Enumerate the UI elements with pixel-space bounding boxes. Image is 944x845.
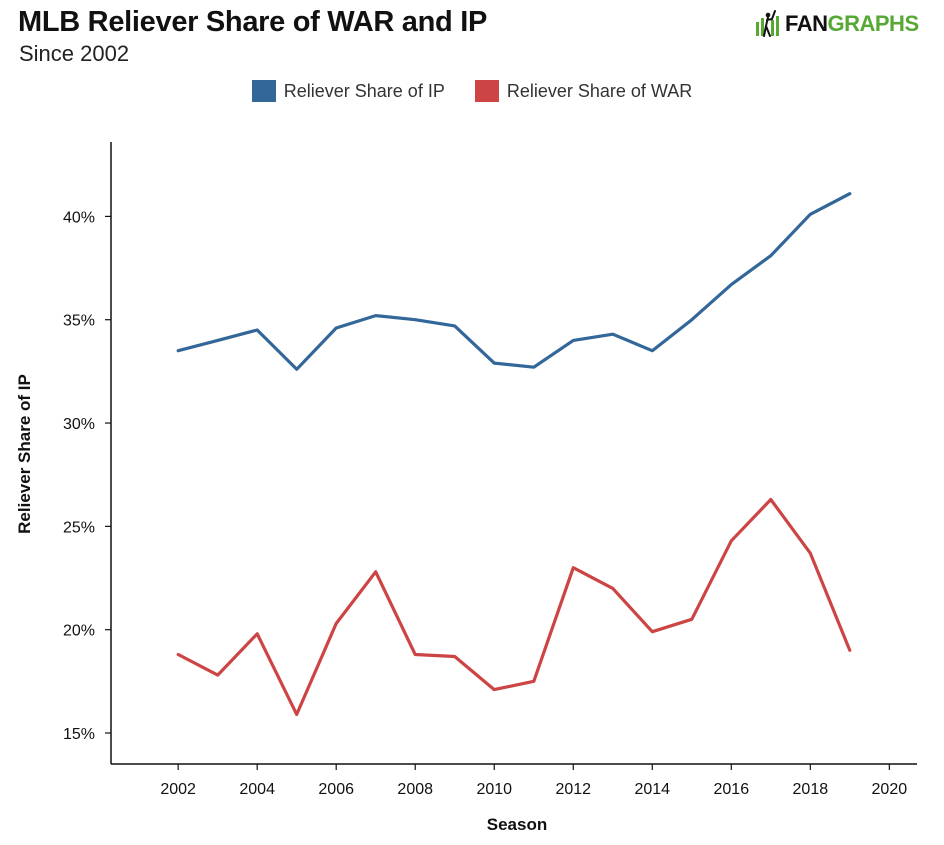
y-tick-label: 35% (63, 313, 95, 330)
series-line-0 (176, 192, 852, 371)
x-tick-label: 2012 (555, 781, 591, 798)
fangraphs-batter-icon (756, 10, 779, 37)
legend-item-war: Reliever Share of WAR (474, 80, 693, 102)
chart-legend: Reliever Share of IP Reliever Share of W… (0, 80, 944, 102)
x-tick-label: 2016 (714, 781, 750, 798)
legend-item-ip: Reliever Share of IP (251, 80, 445, 102)
chart-title: MLB Reliever Share of WAR and IP (18, 6, 487, 38)
y-tick-label: 20% (63, 623, 95, 640)
legend-label-war: Reliever Share of WAR (506, 80, 693, 101)
logo-text-fan: FAN (785, 11, 828, 36)
x-tick-label: 2014 (634, 781, 670, 798)
y-axis-title: Reliever Share of IP (15, 374, 34, 534)
legend-label-ip: Reliever Share of IP (283, 80, 445, 101)
x-tick-label: 2010 (476, 781, 512, 798)
x-tick-label: 2008 (397, 781, 433, 798)
x-tick-label: 2006 (318, 781, 354, 798)
x-tick-label: 2002 (160, 781, 196, 798)
y-tick-label: 15% (63, 726, 95, 743)
legend-swatch-ip (251, 80, 276, 102)
chart-subtitle: Since 2002 (19, 41, 130, 66)
y-tick-label: 30% (63, 416, 95, 433)
fangraphs-logo: FANGRAPHS (756, 10, 919, 38)
y-tick-label: 25% (63, 519, 95, 536)
x-tick-label: 2004 (239, 781, 275, 798)
x-tick-label: 2018 (793, 781, 829, 798)
chart-series (176, 192, 852, 717)
chart-axes: 15% 20% 25% 30% 35% 40% 2002 2004 2006 2008 2010 20… (63, 142, 917, 798)
x-axis-title: Season (487, 815, 547, 834)
logo-text-graphs: GRAPHS (827, 11, 920, 36)
series-line-1 (176, 497, 852, 717)
y-tick-label: 40% (63, 209, 95, 226)
legend-swatch-war (474, 80, 499, 102)
x-tick-label: 2020 (872, 781, 908, 798)
